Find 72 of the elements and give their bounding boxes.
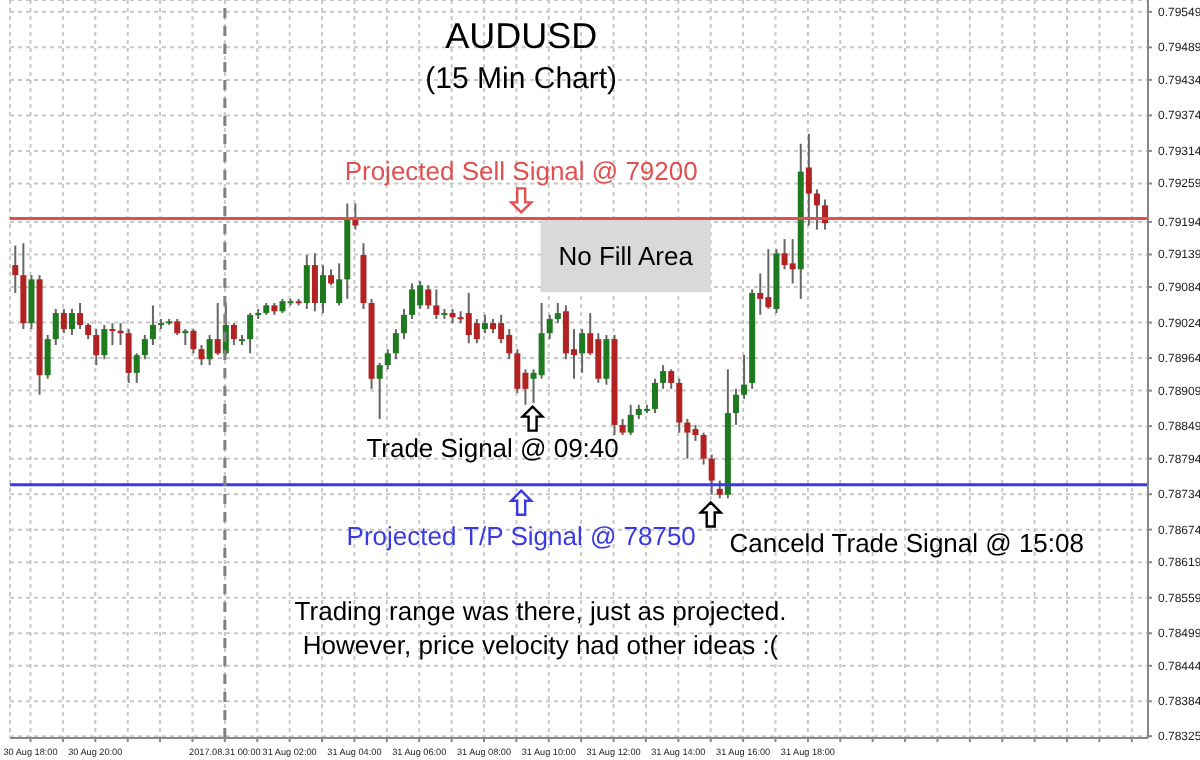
candlestick [198, 344, 205, 367]
candlestick [319, 264, 326, 315]
candlestick [498, 313, 505, 345]
candlestick [465, 291, 472, 345]
candlestick [409, 282, 416, 320]
candlestick [562, 304, 569, 361]
candlestick [20, 242, 27, 331]
candlestick [595, 332, 602, 384]
candlestick [52, 307, 59, 347]
candlestick [757, 272, 764, 316]
candlestick [514, 348, 521, 394]
candlestick [190, 328, 197, 355]
candlestick [303, 254, 310, 310]
candlestick [400, 307, 407, 341]
candlestick [417, 280, 424, 310]
candlestick [473, 317, 480, 345]
candlestick [311, 252, 318, 313]
candlestick [433, 288, 440, 320]
candlestick [732, 387, 739, 426]
candlestick [60, 307, 67, 335]
candlestick [214, 302, 221, 357]
candlestick [28, 274, 35, 331]
candlestick [230, 322, 237, 347]
candlestick [538, 302, 545, 380]
candlestick [805, 132, 812, 227]
candlestick [384, 348, 391, 371]
candlestick [506, 328, 513, 361]
candlestick [336, 262, 343, 307]
annotation: Canceld Trade Signal @ 15:08 [729, 528, 1084, 559]
candlestick [68, 307, 75, 336]
candlestick [133, 352, 140, 384]
candlestick [44, 333, 51, 380]
candlestick [481, 313, 488, 335]
candlestick [77, 302, 84, 331]
candlestick [668, 368, 675, 390]
candlestick [392, 328, 399, 361]
text: AUDUSD [445, 16, 598, 56]
band-label: No Fill Area [558, 241, 695, 272]
candlestick [206, 333, 213, 367]
candlestick [360, 242, 367, 310]
candlestick [579, 328, 586, 374]
text: (15 Min Chart) [425, 62, 618, 96]
ref-line-label: Projected T/P Signal @ 78750 [346, 520, 696, 551]
candlestick [627, 403, 634, 436]
candlestick [149, 304, 156, 347]
candlestick [781, 238, 788, 271]
candlestick [684, 418, 691, 460]
candlestick [708, 453, 715, 496]
candlestick [813, 188, 820, 231]
candlestick [12, 244, 19, 294]
candlestick [554, 302, 561, 325]
candlestick [93, 328, 100, 367]
candlestick [247, 312, 254, 355]
candlestick [546, 313, 553, 341]
candlestick [789, 238, 796, 285]
candlestick [141, 333, 148, 361]
candlestick [660, 364, 667, 390]
candlestick [425, 284, 432, 310]
candlestick [109, 322, 116, 347]
candlestick [651, 377, 658, 415]
candlestick [676, 377, 683, 434]
candlestick [741, 354, 748, 400]
candlestick [700, 431, 707, 466]
candlestick [376, 361, 383, 421]
annotation: Trade Signal @ 09:40 [366, 432, 619, 463]
candlestick [101, 323, 108, 361]
candlestick [765, 248, 772, 310]
candlestick [603, 333, 610, 386]
annotation: However, price velocity had other ideas :( [302, 630, 780, 660]
candlestick [125, 328, 132, 384]
annotation: Trading range was there, just as projected. [294, 596, 787, 626]
ref-line-label: Projected Sell Signal @ 79200 [344, 156, 698, 187]
